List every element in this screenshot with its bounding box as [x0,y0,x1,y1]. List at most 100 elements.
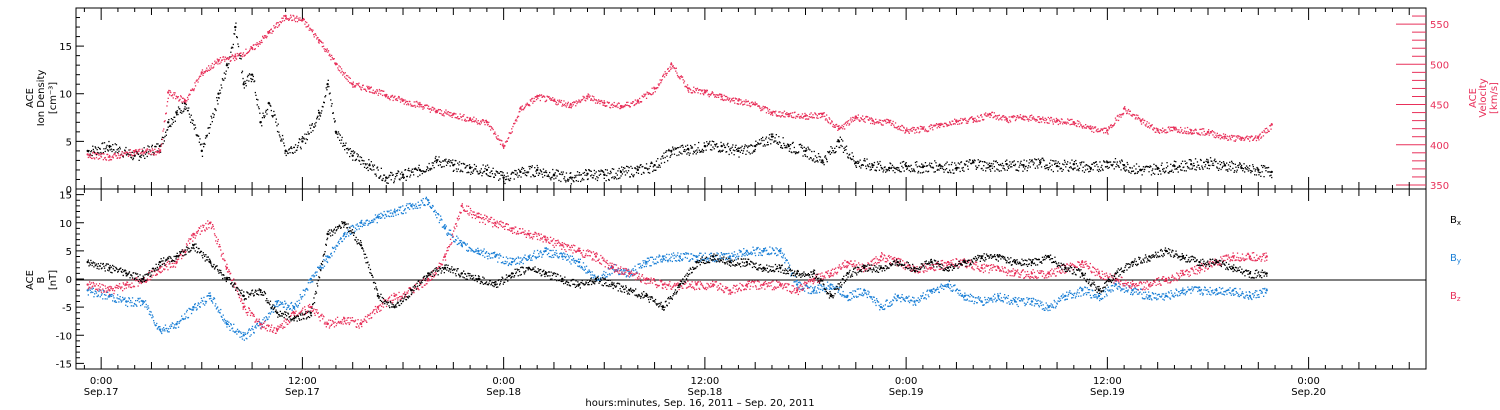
velocity-dot [204,71,206,74]
velocity-dot [501,140,503,142]
velocity-dot [121,151,123,153]
velocity-dot [937,125,940,128]
ion-density-dot [690,147,692,149]
by-dot [244,333,247,335]
velocity-dot [616,103,618,105]
velocity-dot [932,125,935,127]
velocity-dot [809,113,811,115]
velocity-dot [1235,139,1237,141]
ion-density-dot [210,115,212,117]
ion-density-dot [755,140,757,142]
velocity-dot [432,109,435,111]
velocity-dot [822,115,824,118]
ion-density-dot [215,109,217,112]
velocity-dot [440,112,442,115]
velocity-dot [91,157,93,160]
ion-density-dot [752,145,754,147]
by-dot [312,281,314,283]
velocity-point [200,71,203,74]
ion-density-dot [457,168,459,170]
by-dot [398,206,400,208]
velocity-dot [732,97,735,99]
velocity-dot [842,128,844,130]
velocity-dot [1144,124,1146,126]
velocity-dot [908,131,910,133]
velocity-point [158,150,162,153]
ion-density-dot [521,166,523,169]
by-dot [440,218,442,220]
velocity-dot [1140,123,1143,125]
by-dot [399,209,401,211]
ion-density-dot [903,170,905,172]
by-dot [468,246,470,249]
by-dot [470,250,472,252]
velocity-dot [783,116,785,118]
ion-density-dot [357,155,359,158]
ion-density-dot [819,159,821,161]
ion-density-dot [608,178,610,181]
ion-density-dot [928,164,930,166]
ion-density-dot [377,169,379,171]
ion-density-dot [1234,170,1236,172]
velocity-dot [164,120,166,122]
velocity-dot [565,106,568,108]
velocity-dot [1149,124,1151,127]
ion-density-dot [1213,164,1215,167]
ion-density-dot [1014,163,1017,165]
velocity-dot [756,103,758,105]
by-dot [223,320,225,322]
ion-density-dot [905,162,907,164]
ion-density-point [670,149,673,153]
ion-density-dot [899,162,902,164]
ion-density-dot [847,156,849,158]
by-dot [272,311,275,313]
by-dot [379,216,381,218]
ion-density-dot [245,85,247,87]
by-dot [446,233,448,235]
by-dot [335,244,337,247]
ion-density-dot [107,150,109,152]
ion-density-dot [1266,167,1268,169]
ion-density-dot [1236,169,1238,171]
ion-density-dot [1141,174,1143,176]
ion-density-dot [198,135,200,137]
by-dot [318,267,320,269]
ion-density-dot [1260,164,1263,167]
by-dot [171,325,173,327]
velocity-dot [1150,124,1153,127]
ion-density-dot [1090,168,1092,171]
ion-density-dot [391,172,393,174]
ion-density-dot [942,165,944,168]
ion-density-dot [878,169,881,171]
ion-density-dot [831,152,833,154]
ion-density-dot [874,169,876,171]
ion-density-dot [1085,169,1087,171]
velocity-dot [847,120,849,122]
velocity-point [217,59,220,62]
ion-density-dot [297,145,299,147]
ion-density-dot [649,172,651,174]
velocity-dot [128,154,130,156]
ion-density-dot [252,75,254,78]
velocity-dot [275,26,277,28]
velocity-dot [315,34,317,37]
velocity-point [938,123,941,126]
velocity-dot [255,44,258,46]
by-dot [140,304,142,307]
ion-density-dot [315,121,317,124]
velocity-dot [195,80,197,82]
ion-density-dot [452,159,454,161]
velocity-dot [706,89,708,91]
ion-density-dot [165,134,167,136]
ion-density-dot [746,150,748,152]
ion-density-point [1173,164,1176,168]
by-dot [448,229,450,231]
ion-density-dot [770,133,772,135]
ion-density-dot [1003,165,1005,167]
ion-density-dot [213,114,215,116]
ion-density-dot [993,166,995,168]
velocity-dot [421,106,423,108]
velocity-dot [652,93,654,95]
velocity-dot [1223,138,1225,140]
velocity-dot [311,31,313,33]
